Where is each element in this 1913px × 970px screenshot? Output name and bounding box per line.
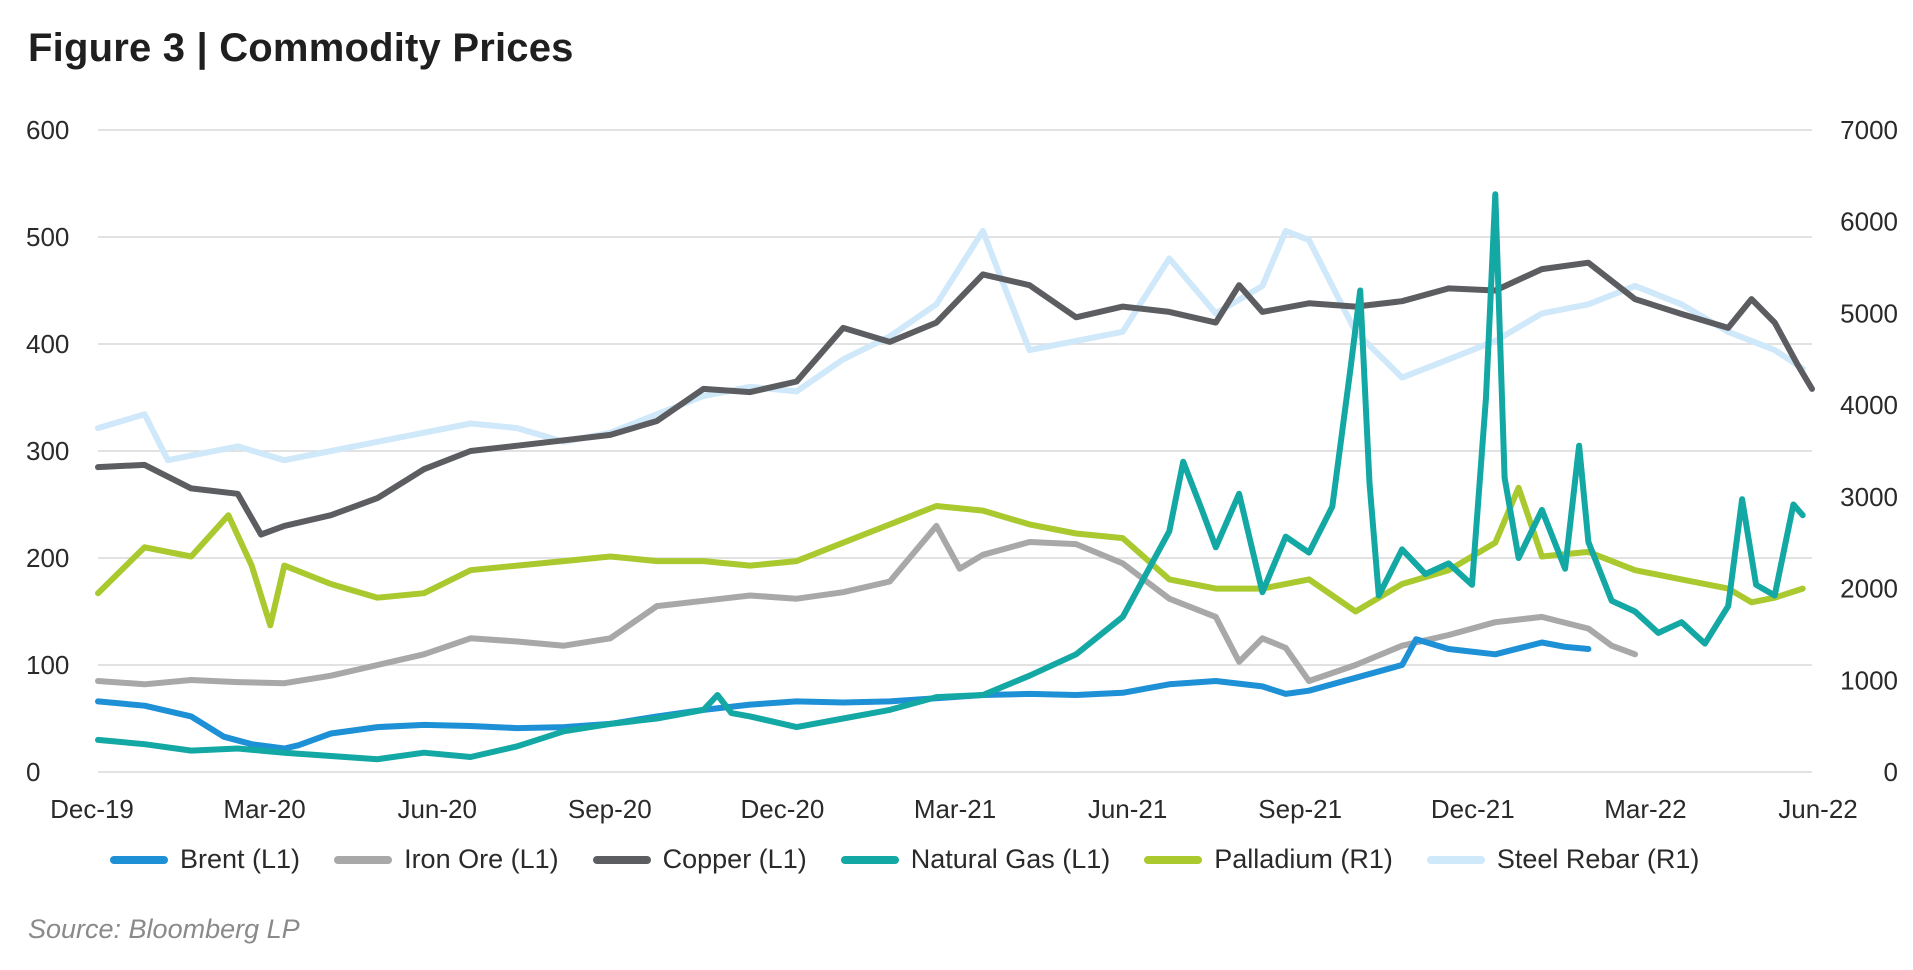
y-left-tick-label: 500: [26, 222, 69, 252]
legend-item: Palladium (R1): [1144, 844, 1393, 875]
series-line-steel-rebar-r1: [95, 227, 1806, 464]
y-right-tick-label: 7000: [1840, 115, 1898, 145]
x-tick-label: Jun-21: [1088, 794, 1168, 824]
chart-title: Figure 3 | Commodity Prices: [28, 26, 574, 70]
y-left-tick-label: 100: [26, 650, 69, 680]
source-note: Source: Bloomberg LP: [28, 914, 300, 944]
legend-swatch: [1426, 855, 1485, 864]
y-right-tick-label: 5000: [1840, 298, 1898, 328]
legend-swatch: [1144, 855, 1203, 864]
series-line-iron-ore-l1: [95, 522, 1638, 688]
y-left-tick-label: 300: [26, 436, 69, 466]
x-tick-label: Sep-21: [1258, 794, 1342, 824]
legend-item: Steel Rebar (R1): [1426, 844, 1700, 875]
legend-label: Natural Gas (L1): [910, 844, 1111, 874]
legend-label: Steel Rebar (R1): [1496, 844, 1700, 874]
legend-swatch: [840, 855, 899, 864]
legend-item: Natural Gas (L1): [840, 844, 1111, 875]
legend: Brent (L1) Iron Ore (L1) Copper (L1) Natura…: [110, 844, 1699, 875]
x-tick-label: Mar-20: [223, 794, 305, 824]
x-tick-label: Jun-22: [1778, 794, 1858, 824]
series-line-copper-l1: [95, 259, 1815, 538]
y-left-tick-label: 400: [26, 329, 69, 359]
series-line-palladium-r1: [95, 484, 1806, 629]
y-right-tick-label: 1000: [1840, 665, 1898, 695]
y-left-tick-label: 600: [26, 115, 69, 145]
legend-label: Copper (L1): [662, 844, 807, 874]
y-left-tick-label: 200: [26, 543, 69, 573]
legend-item: Iron Ore (L1): [334, 844, 559, 875]
legend-swatch: [334, 855, 393, 864]
y-right-tick-label: 0: [1884, 757, 1898, 787]
y-right-tick-label: 4000: [1840, 390, 1898, 420]
legend-swatch: [592, 855, 651, 864]
series-line-brent-l1: [95, 636, 1592, 752]
x-tick-label: Mar-21: [914, 794, 996, 824]
y-right-tick-label: 3000: [1840, 482, 1898, 512]
x-tick-label: Dec-21: [1431, 794, 1515, 824]
y-left-tick-label: 0: [26, 757, 40, 787]
y-right-tick-label: 2000: [1840, 574, 1898, 604]
legend-swatch: [110, 855, 168, 864]
x-tick-label: Sep-20: [568, 794, 652, 824]
legend-label: Iron Ore (L1): [404, 844, 559, 874]
x-tick-label: Jun-20: [397, 794, 477, 824]
x-tick-label: Dec-19: [50, 794, 134, 824]
legend-label: Brent (L1): [180, 844, 301, 874]
y-right-tick-label: 6000: [1840, 207, 1898, 237]
legend-item: Copper (L1): [592, 844, 807, 875]
x-tick-label: Mar-22: [1604, 794, 1686, 824]
legend-label: Palladium (R1): [1214, 844, 1393, 874]
x-tick-label: Dec-20: [740, 794, 824, 824]
series-line-natural-gas-l1: [95, 191, 1806, 763]
legend-item: Brent (L1): [110, 844, 300, 875]
